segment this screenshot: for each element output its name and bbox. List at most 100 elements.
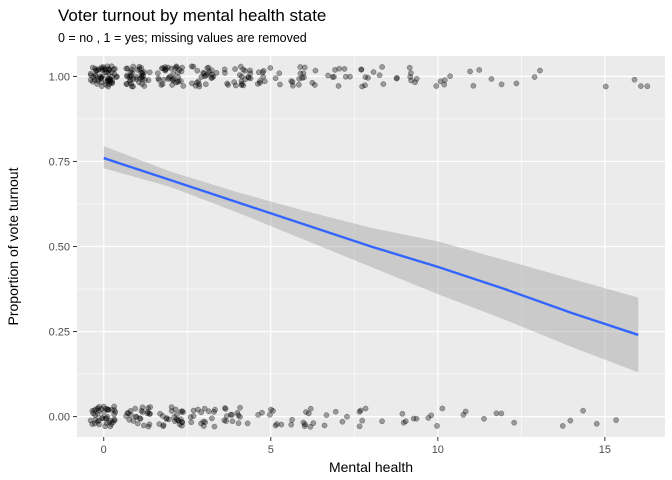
data-point [359,417,366,424]
data-point [247,70,254,77]
data-point [358,66,365,73]
data-point [537,67,543,74]
x-tick-label: 5 [268,444,274,456]
data-point [137,415,144,422]
data-point [261,78,268,85]
data-point [87,70,94,77]
data-point [179,64,185,71]
data-point [139,69,146,76]
data-point [89,64,96,71]
data-point [407,74,414,80]
data-point [93,406,100,413]
data-point [103,405,109,412]
data-point [139,76,146,83]
data-point [493,410,500,417]
data-point [168,65,175,72]
data-point [127,408,134,414]
data-point [336,65,343,72]
data-point [123,81,130,87]
data-point [290,82,296,89]
x-tick-label: 0 [101,444,107,456]
data-point [425,415,432,421]
data-point [200,69,207,76]
data-point [301,74,307,81]
data-point [347,73,353,80]
data-point [222,406,229,412]
data-point [212,406,218,413]
data-point [112,409,119,415]
data-point [106,78,112,85]
data-point [233,82,239,89]
data-point [94,81,100,87]
data-point [240,82,247,89]
data-point [162,64,168,70]
data-point [108,421,115,427]
data-point [156,421,163,427]
data-point [299,75,305,81]
y-axis-ticks: 0.00 0.25 0.50 0.75 1.00 [49,71,77,424]
data-point [171,418,178,424]
data-point [402,418,409,425]
data-point [476,67,483,73]
data-point [144,408,151,415]
data-point [481,415,487,422]
data-point [107,417,114,424]
data-point [211,423,218,430]
data-point [329,74,336,80]
data-point [140,73,147,79]
data-point [227,411,234,418]
data-point [107,79,114,85]
data-point [208,75,215,81]
data-point [104,413,111,420]
data-point [358,66,365,73]
data-point [272,75,279,82]
data-point [274,421,280,427]
data-point [139,70,146,77]
data-point [146,421,153,428]
data-point [104,406,111,413]
data-point [301,423,308,429]
data-point [126,78,133,85]
data-point [91,77,98,83]
data-point [255,69,262,76]
data-point [209,67,215,74]
data-point [356,423,363,430]
data-point [194,67,201,74]
data-point [433,83,440,89]
data-point [399,410,406,417]
data-point [224,80,231,87]
x-tick-label: 15 [599,444,611,456]
data-point [631,76,638,83]
y-tick-label: 0.00 [49,412,70,424]
data-point [172,406,179,413]
data-point [139,74,145,81]
data-point [260,73,267,80]
data-point [123,413,129,419]
data-point [139,404,146,411]
data-point [139,409,146,415]
data-point [111,411,117,418]
data-point [133,413,139,420]
data-point [93,67,100,74]
data-point [155,75,162,82]
data-point [237,404,243,411]
data-point [160,423,167,430]
data-point [206,408,212,415]
data-point [288,78,295,84]
data-point [240,66,247,73]
data-point [237,63,244,70]
data-point [108,406,115,413]
data-point [257,80,263,86]
y-tick-label: 0.25 [49,327,70,339]
data-point [105,83,112,90]
data-point [187,414,194,420]
data-point [175,69,181,76]
y-axis-title: Proportion of vote turnout [5,167,21,325]
x-axis-title: Mental health [329,459,413,475]
data-point [192,82,199,89]
data-point [124,65,131,72]
data-point [124,72,130,79]
data-point [146,69,153,76]
data-point [312,67,319,74]
